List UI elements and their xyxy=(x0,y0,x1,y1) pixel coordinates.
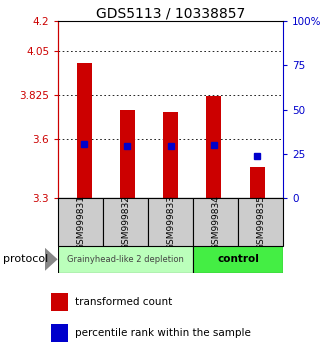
Bar xyxy=(238,198,283,246)
Bar xyxy=(51,324,68,342)
Text: GSM999834: GSM999834 xyxy=(211,195,220,250)
Bar xyxy=(58,246,193,273)
Bar xyxy=(148,198,193,246)
Bar xyxy=(51,293,68,312)
Bar xyxy=(103,198,148,246)
Text: GSM999831: GSM999831 xyxy=(76,195,85,250)
Bar xyxy=(58,198,103,246)
Text: protocol: protocol xyxy=(3,254,49,264)
Text: GSM999832: GSM999832 xyxy=(121,195,130,250)
Bar xyxy=(193,198,238,246)
Bar xyxy=(77,63,92,198)
Bar xyxy=(249,167,265,198)
Bar xyxy=(193,246,283,273)
Title: GDS5113 / 10338857: GDS5113 / 10338857 xyxy=(96,6,245,20)
Text: Grainyhead-like 2 depletion: Grainyhead-like 2 depletion xyxy=(67,255,184,264)
Text: control: control xyxy=(217,254,259,264)
Text: transformed count: transformed count xyxy=(75,297,173,307)
Bar xyxy=(163,112,178,198)
Text: GSM999835: GSM999835 xyxy=(256,195,265,250)
Bar xyxy=(206,96,221,198)
Polygon shape xyxy=(45,248,58,271)
Text: percentile rank within the sample: percentile rank within the sample xyxy=(75,328,251,338)
Text: GSM999833: GSM999833 xyxy=(166,195,175,250)
Bar xyxy=(120,110,135,198)
